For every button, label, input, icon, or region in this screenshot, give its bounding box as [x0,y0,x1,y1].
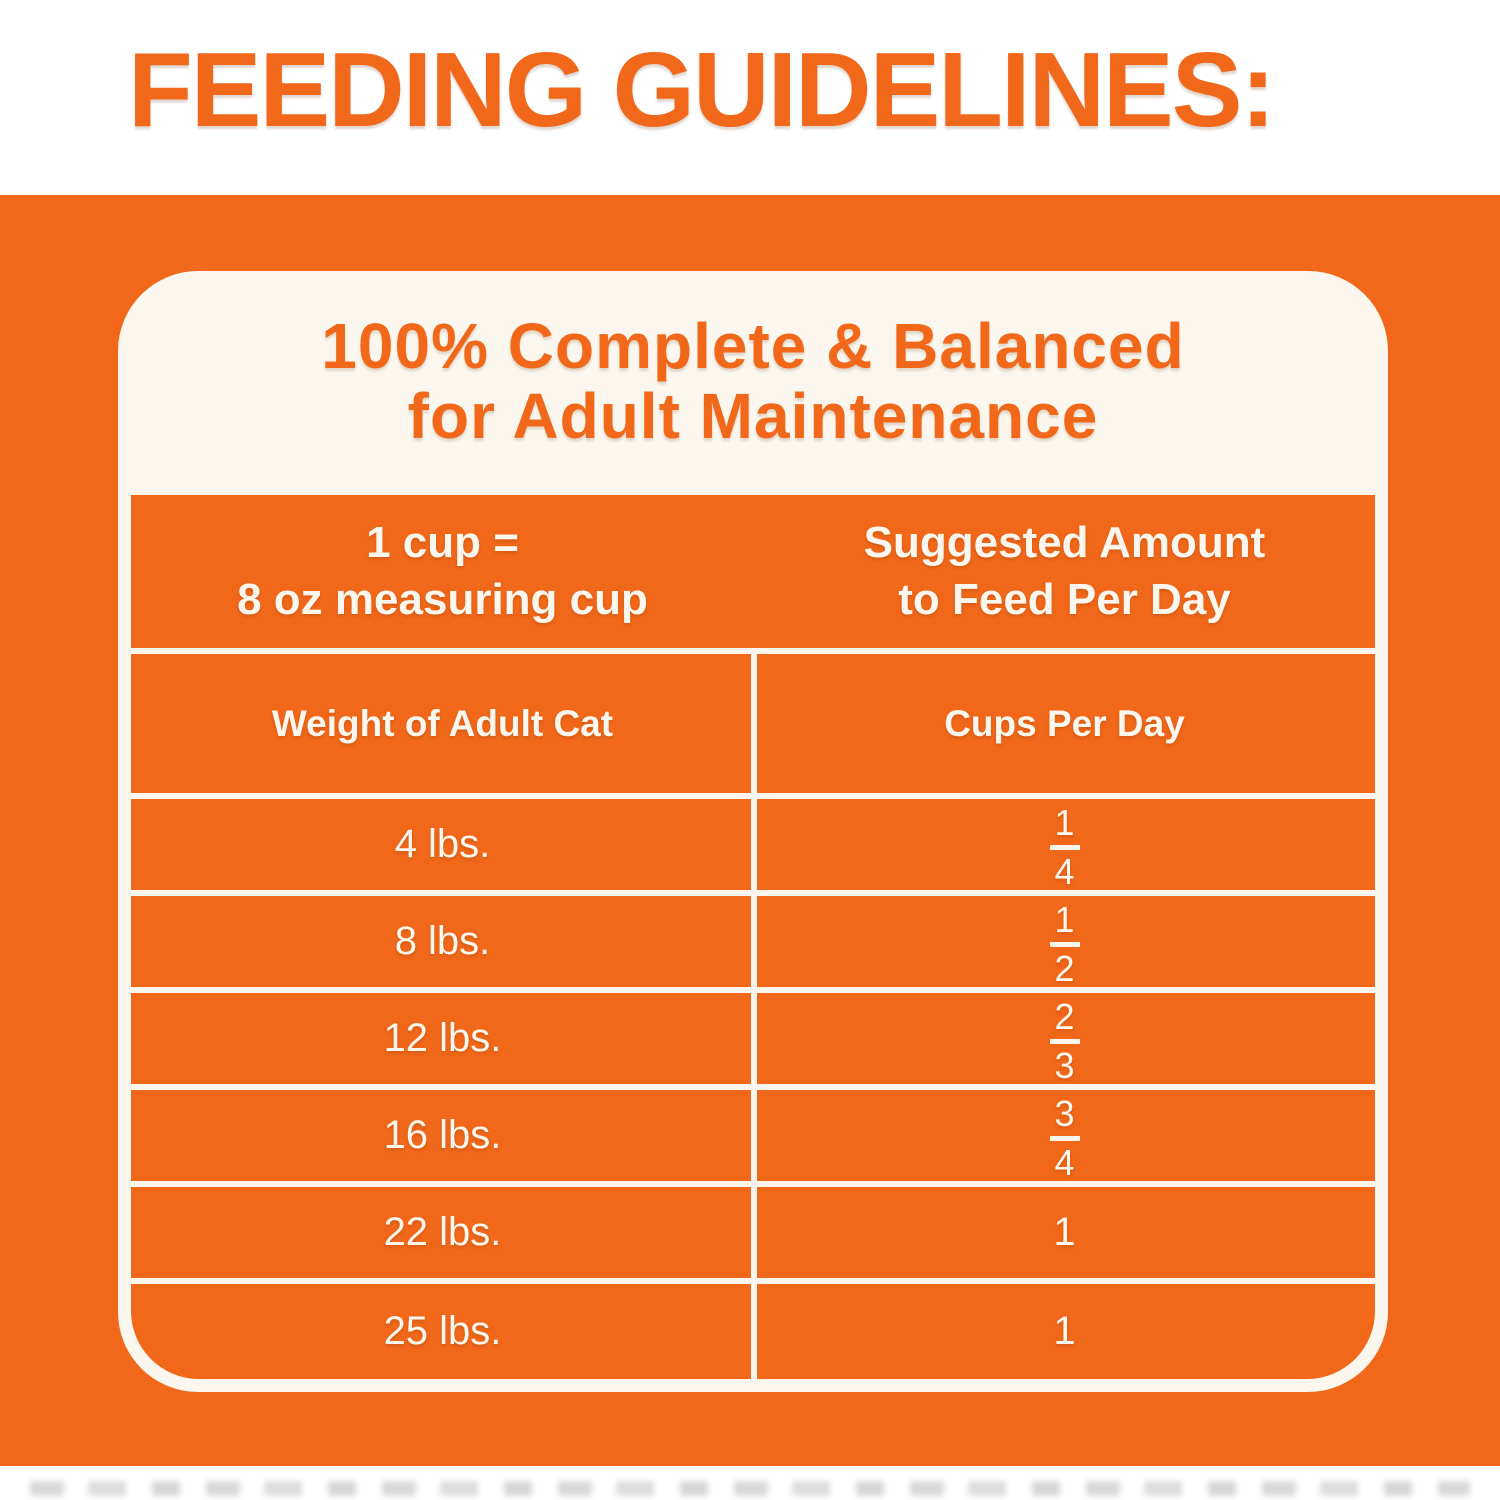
weight-cell: 12 lbs. [383,1016,502,1060]
fraction-bar [1049,844,1080,850]
guidelines-card: 100% Complete & Balanced for Adult Maint… [118,271,1388,1392]
cups-column-header: Cups Per Day [944,702,1185,744]
amount-header-cell: Suggested Amount to Feed Per Day [754,515,1375,628]
cups-cell: 1 2 [754,897,1375,987]
fraction-value: 3 4 [1049,1092,1080,1183]
fraction-bar [1049,1038,1080,1044]
card-heading-line2: for Adult Maintenance [407,380,1099,453]
weight-cell: 4 lbs. [394,822,491,866]
table-row: 25 lbs. 1 [131,1284,1375,1379]
cups-cell: 1 [1053,1210,1076,1254]
card-heading: 100% Complete & Balanced for Adult Maint… [118,311,1388,452]
weight-cell: 8 lbs. [394,919,491,963]
table-row: 8 lbs. 1 2 [131,896,1375,987]
bottom-band [0,1466,1500,1500]
measure-header-cell: 1 cup = 8 oz measuring cup [131,515,754,628]
fraction-numerator: 1 [1054,898,1075,940]
fraction-denominator: 2 [1054,947,1075,989]
cups-cell: 2 3 [754,994,1375,1084]
fraction-numerator: 3 [1054,1092,1075,1134]
weight-cell: 25 lbs. [383,1309,502,1353]
card-heading-line1: 100% Complete & Balanced [321,310,1185,382]
fraction-value: 2 3 [1049,995,1080,1086]
fraction-denominator: 4 [1054,1141,1075,1183]
cups-cell: 1 4 [754,800,1375,890]
measure-header-line1: 1 cup = [366,518,519,568]
column-divider [751,648,757,1379]
weight-cell: 16 lbs. [383,1113,502,1157]
fraction-bar [1049,941,1080,947]
weight-cell: 22 lbs. [383,1210,502,1254]
fraction-numerator: 1 [1054,801,1075,843]
orange-background: 100% Complete & Balanced for Adult Maint… [0,195,1500,1466]
fraction-value: 1 4 [1049,801,1080,892]
column-header-row: Weight of Adult Cat Cups Per Day [131,654,1375,793]
cups-cell: 3 4 [754,1091,1375,1181]
fraction-value: 1 2 [1049,898,1080,989]
table-row: 4 lbs. 1 4 [131,799,1375,890]
top-band: FEEDING GUIDELINES: [0,0,1500,195]
table-row: 16 lbs. 3 4 [131,1090,1375,1181]
page-title: FEEDING GUIDELINES: [128,31,1276,149]
cutoff-text-artifact [30,1481,1470,1496]
measure-header-line2: 8 oz measuring cup [237,574,648,624]
fraction-denominator: 4 [1054,850,1075,892]
table-header-row: 1 cup = 8 oz measuring cup Suggested Amo… [131,495,1375,648]
weight-column-header: Weight of Adult Cat [271,702,614,744]
fraction-denominator: 3 [1054,1044,1075,1086]
cups-cell: 1 [1053,1309,1076,1353]
amount-header-line2: to Feed Per Day [898,574,1231,624]
fraction-numerator: 2 [1054,995,1075,1037]
fraction-bar [1049,1135,1080,1141]
table-row: 12 lbs. 2 3 [131,993,1375,1084]
amount-header-line1: Suggested Amount [863,518,1266,568]
feeding-table: 1 cup = 8 oz measuring cup Suggested Amo… [131,495,1375,1379]
table-row: 22 lbs. 1 [131,1187,1375,1278]
